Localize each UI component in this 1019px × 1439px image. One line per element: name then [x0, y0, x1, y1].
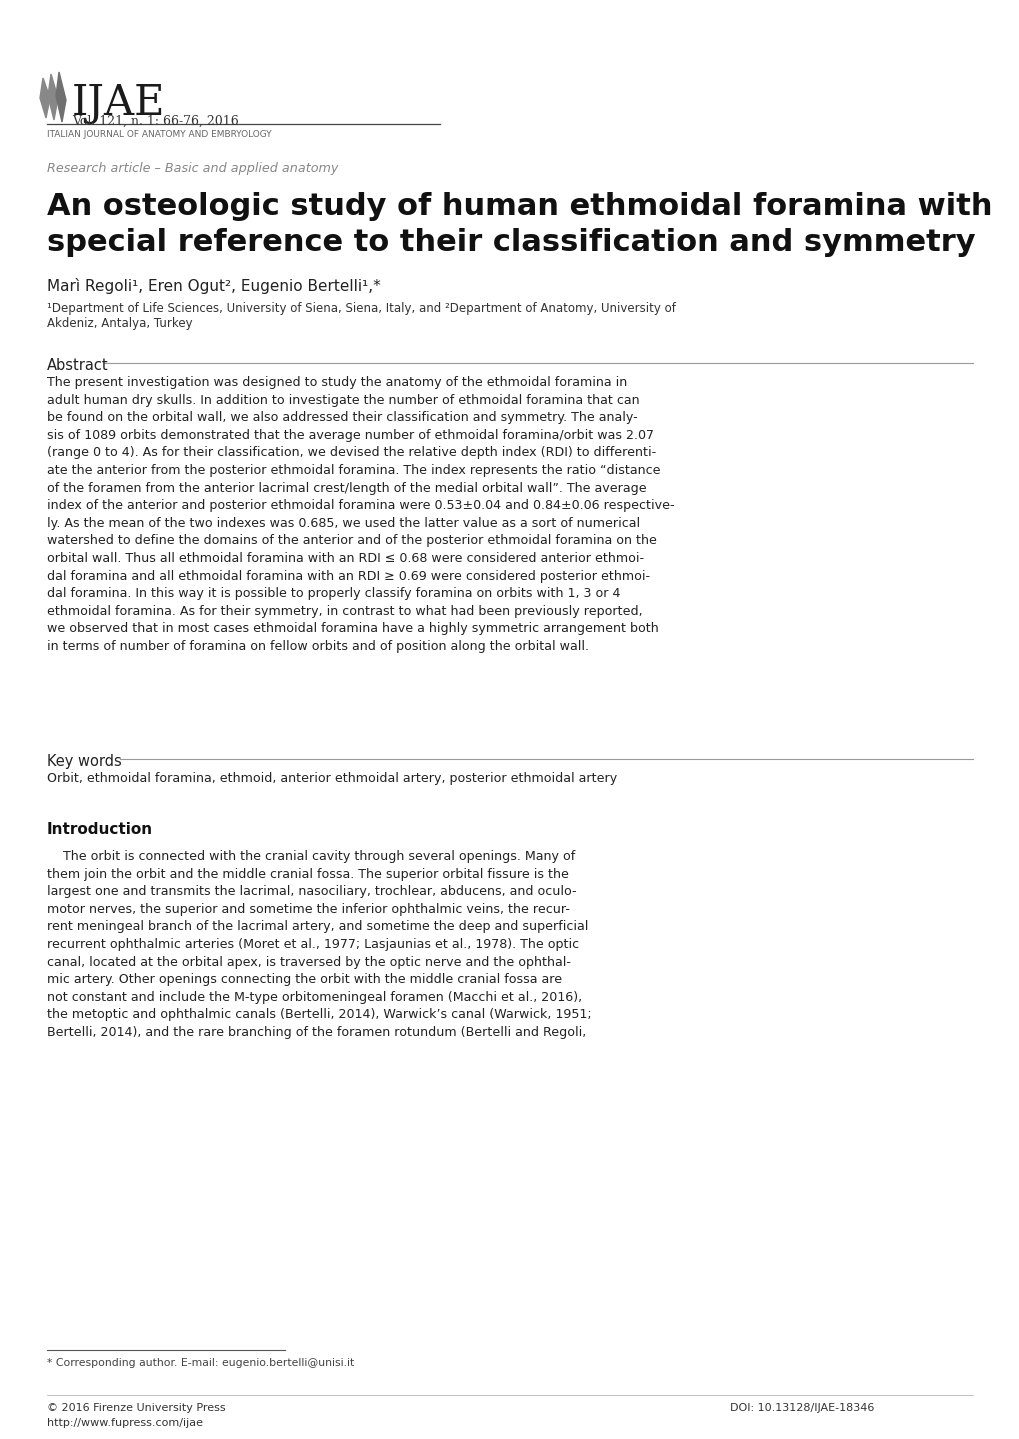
Text: An osteologic study of human ethmoidal foramina with: An osteologic study of human ethmoidal f…	[47, 191, 991, 222]
Text: Orbit, ethmoidal foramina, ethmoid, anterior ethmoidal artery, posterior ethmoid: Orbit, ethmoidal foramina, ethmoid, ante…	[47, 771, 616, 786]
Text: Akdeniz, Antalya, Turkey: Akdeniz, Antalya, Turkey	[47, 317, 193, 330]
Text: IJAE: IJAE	[72, 82, 165, 124]
Text: Abstract: Abstract	[47, 358, 108, 373]
Text: * Corresponding author. E-mail: eugenio.bertelli@unisi.it: * Corresponding author. E-mail: eugenio.…	[47, 1358, 354, 1368]
Polygon shape	[40, 78, 50, 118]
Text: http://www.fupress.com/ijae: http://www.fupress.com/ijae	[47, 1417, 203, 1427]
Text: Vol. 121, n. 1: 66-76, 2016: Vol. 121, n. 1: 66-76, 2016	[72, 115, 238, 128]
Text: © 2016 Firenze University Press: © 2016 Firenze University Press	[47, 1403, 225, 1413]
Text: Key words: Key words	[47, 754, 121, 768]
Text: Introduction: Introduction	[47, 822, 153, 837]
Text: ¹Department of Life Sciences, University of Siena, Siena, Italy, and ²Department: ¹Department of Life Sciences, University…	[47, 302, 676, 315]
Text: Research article – Basic and applied anatomy: Research article – Basic and applied ana…	[47, 163, 338, 176]
Text: The orbit is connected with the cranial cavity through several openings. Many of: The orbit is connected with the cranial …	[47, 850, 591, 1039]
Text: ITALIAN JOURNAL OF ANATOMY AND EMBRYOLOGY: ITALIAN JOURNAL OF ANATOMY AND EMBRYOLOG…	[47, 130, 271, 140]
Polygon shape	[56, 72, 66, 122]
Text: Marì Regoli¹, Eren Ogut², Eugenio Bertelli¹,*: Marì Regoli¹, Eren Ogut², Eugenio Bertel…	[47, 278, 380, 294]
Text: DOI: 10.13128/IJAE-18346: DOI: 10.13128/IJAE-18346	[730, 1403, 873, 1413]
Text: special reference to their classification and symmetry: special reference to their classificatio…	[47, 227, 974, 258]
Polygon shape	[48, 73, 58, 119]
Text: The present investigation was designed to study the anatomy of the ethmoidal for: The present investigation was designed t…	[47, 376, 674, 653]
